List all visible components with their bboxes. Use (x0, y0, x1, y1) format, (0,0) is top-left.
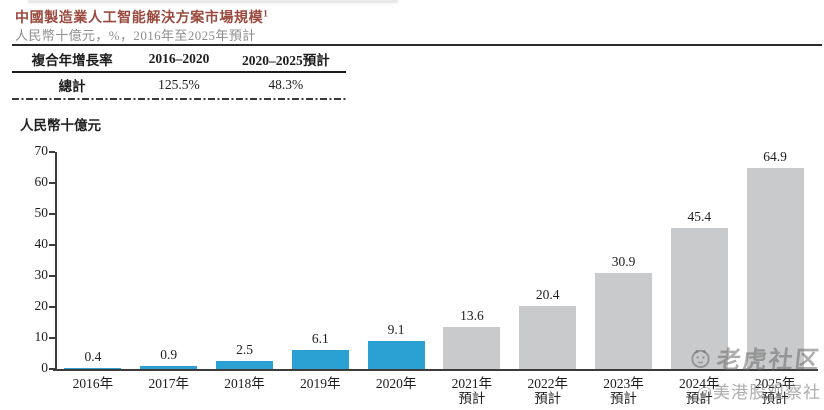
x-axis-label-line: 預計 (458, 391, 486, 406)
x-axis-line (53, 369, 818, 371)
x-axis-label: 2025年 預計 (737, 376, 813, 406)
bar (519, 305, 577, 369)
bar (595, 273, 652, 369)
y-axis-tick-mark (49, 368, 55, 370)
x-axis-label-line: 2020年 (375, 376, 417, 391)
x-axis-label-line: 預計 (761, 391, 789, 406)
cagr-table-header-row: 複合年增長率 2016–2020 2020–2025預計 (12, 46, 346, 73)
horizontal-rule (12, 44, 822, 46)
x-axis-label: 2017年 (131, 376, 207, 391)
cagr-total-2020-2025: 48.3% (268, 77, 304, 92)
y-axis-tick-label: 50 (34, 205, 49, 220)
bar-value-label: 2.5 (236, 342, 253, 358)
cagr-total-2016-2020: 125.5% (158, 77, 200, 92)
bar-value-label: 20.4 (535, 286, 560, 302)
cagr-header-2020-2025: 2020–2025預計 (241, 52, 330, 68)
x-axis-label-line: 預計 (685, 391, 713, 406)
x-axis-label-line: 預計 (534, 391, 562, 406)
x-axis-label: 2019年 (282, 376, 358, 391)
x-axis-label-line: 2024年 (679, 376, 720, 391)
cropped-text-artifact (28, 0, 398, 3)
chart-subtitle: 人民幣十億元，%，2016年至2025年預計 (15, 28, 256, 43)
x-axis-label: 2020年 (358, 376, 434, 391)
chart-title: 中國製造業人工智能解決方案市場規模1 (15, 7, 268, 27)
cagr-total-label: 總計 (58, 79, 86, 94)
tiger-logo-icon (689, 346, 712, 369)
y-axis-tick-mark (49, 182, 55, 184)
y-axis-tick-label: 0 (41, 360, 48, 375)
y-axis-tick-mark (49, 275, 55, 277)
x-axis-label-line: 2018年 (224, 376, 265, 391)
cagr-table-total-row: 總計 125.5% 48.3% (12, 73, 346, 97)
bar-value-label: 45.4 (687, 209, 712, 225)
footnote-marker: 1 (263, 8, 269, 19)
bar (291, 350, 349, 369)
y-axis-tick-mark (49, 151, 55, 153)
y-axis-tick-mark (49, 306, 55, 308)
x-axis-label: 2024年 預計 (661, 376, 737, 406)
bar-value-label: 0.4 (84, 348, 102, 364)
y-axis-line (55, 152, 57, 371)
y-axis-tick-label: 60 (34, 174, 49, 189)
x-axis-label: 2023年 預計 (586, 376, 662, 406)
y-axis-tick-label: 10 (34, 329, 49, 344)
bar-value-label: 6.1 (311, 331, 329, 347)
y-axis-tick-mark (49, 337, 55, 339)
y-axis-tick-mark (49, 244, 55, 246)
y-axis-tick-label: 30 (34, 267, 49, 282)
x-axis-label: 2018年 (207, 376, 283, 391)
watermark-community-name: 老虎社区 (715, 348, 822, 374)
bar (746, 167, 804, 369)
x-axis-label-line: 2025年 (754, 376, 796, 391)
y-axis-tick-label: 20 (34, 298, 49, 313)
bar (64, 367, 122, 369)
cagr-table: 複合年增長率 2016–2020 2020–2025預計 總計 125.5% 4… (12, 46, 346, 100)
watermark-brand-row: 老虎社区 (689, 340, 822, 375)
watermark: 老虎社区 @美港股观察社 (689, 340, 822, 403)
bar (670, 228, 728, 369)
chart-title-text: 中國製造業人工智能解決方案市場規模 (15, 11, 264, 26)
bar (367, 340, 425, 369)
x-axis-label-line: 2022年 (527, 376, 568, 391)
x-axis-label-line: 2021年 (451, 376, 493, 391)
x-axis-label-line: 預計 (609, 391, 637, 406)
y-axis-tick-label: 40 (34, 236, 49, 251)
y-axis-tick-mark (49, 213, 55, 215)
bar (216, 361, 273, 369)
bar-value-label: 9.1 (387, 321, 405, 337)
y-axis-title: 人民幣十億元 (20, 118, 101, 133)
plot-area: 70 60 50 40 30 20 10 0 0.4 2016年 0.9 2017年 2.5 2018年 6… (0, 143, 824, 410)
bar-value-label: 0.9 (160, 347, 178, 363)
y-axis-tick-label: 70 (34, 143, 49, 158)
cagr-header-metric: 複合年增長率 (31, 52, 113, 68)
x-axis-label: 2016年 (55, 376, 131, 391)
x-axis-label: 2021年 預計 (434, 376, 510, 406)
x-axis-label: 2022年 預計 (510, 376, 586, 406)
x-axis-label-line: 2017年 (148, 376, 189, 391)
x-axis-label-line: 2016年 (72, 376, 114, 391)
bar-value-label: 64.9 (763, 148, 787, 164)
watermark-handle: @美港股观察社 (696, 383, 821, 402)
bar-value-label: 13.6 (460, 307, 484, 323)
cagr-header-2016-2020: 2016–2020 (148, 50, 210, 66)
x-axis-label-line: 2019年 (300, 376, 341, 391)
dash-dot-rule (12, 98, 346, 100)
bar (443, 326, 501, 369)
x-axis-label-line: 2023年 (603, 376, 644, 391)
bar (140, 366, 198, 369)
bar-value-label: 30.9 (611, 254, 636, 270)
